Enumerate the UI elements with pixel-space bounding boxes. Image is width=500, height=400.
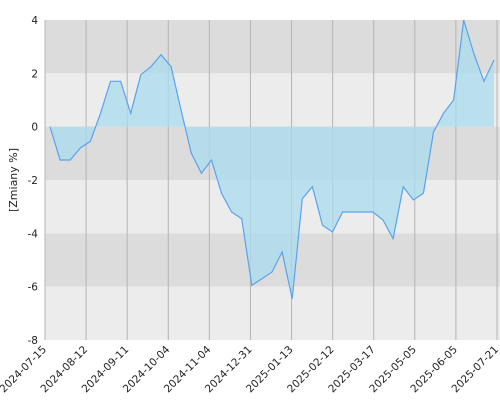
y-tick-label: -8	[28, 335, 38, 347]
series-area	[50, 20, 494, 299]
y-tick-label: 4	[31, 15, 38, 27]
x-axis-ticks: 2024-07-152024-08-122024-09-112024-10-04…	[0, 343, 500, 395]
y-tick-label: -2	[28, 175, 38, 187]
y-tick-label: -4	[28, 228, 39, 240]
y-axis-ticks: 4 2 0 -2 -4 -6 -8	[28, 15, 39, 347]
y-tick-label: -6	[28, 282, 39, 294]
background-band	[45, 20, 500, 74]
y-tick-label: 2	[31, 68, 38, 80]
y-tick-label: 0	[31, 122, 38, 134]
series-line	[49, 19, 495, 299]
background-band	[45, 286, 500, 340]
y-axis-label: [Zmiany %]	[7, 148, 20, 212]
